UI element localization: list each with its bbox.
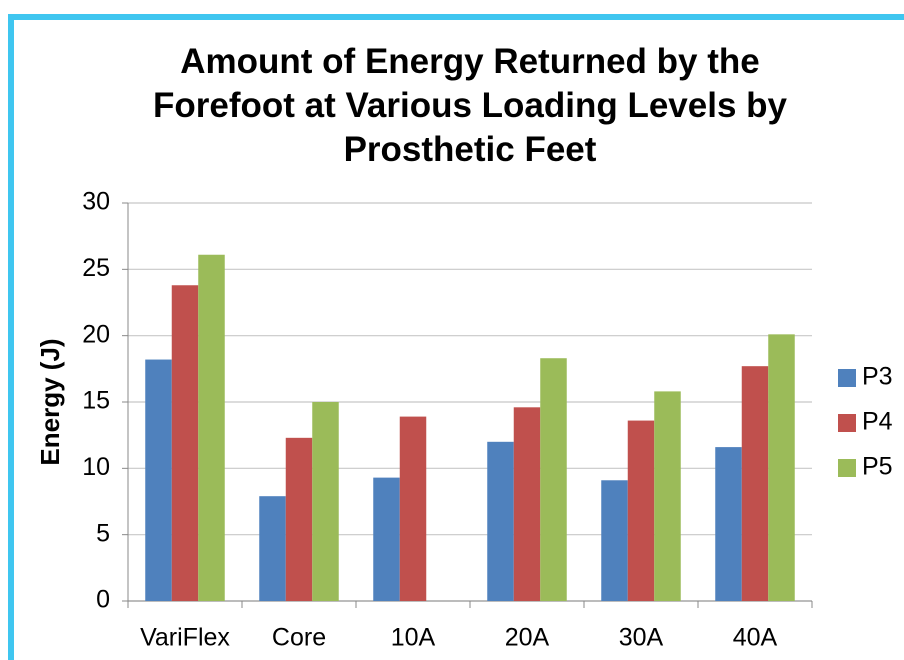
bar (601, 480, 628, 601)
bar (654, 391, 681, 601)
x-tick-label: VariFlex (140, 624, 230, 652)
legend-label: P5 (862, 453, 893, 481)
bar (312, 402, 339, 601)
bar (171, 285, 199, 601)
frame-left (8, 14, 14, 660)
bar (399, 416, 427, 601)
x-tick-label: 20A (505, 624, 550, 652)
legend-swatch (838, 459, 856, 477)
legend-label: P3 (862, 363, 893, 391)
x-tick-label: Core (272, 624, 326, 652)
bar (768, 334, 795, 601)
bar (259, 496, 286, 601)
bar (145, 359, 172, 601)
legend-swatch (838, 369, 856, 387)
y-tick-label: 20 (82, 320, 110, 348)
bar (741, 366, 769, 601)
bar (715, 447, 742, 601)
frame-top (8, 14, 904, 20)
bar (487, 441, 514, 601)
y-tick-label: 25 (82, 254, 110, 282)
x-tick-label: 10A (391, 624, 436, 652)
x-tick-label: 40A (733, 624, 778, 652)
y-axis-label: Energy (J) (35, 338, 65, 465)
y-tick-label: 15 (82, 387, 110, 415)
y-tick-label: 5 (96, 519, 110, 547)
y-tick-label: 10 (82, 453, 110, 481)
bar (373, 477, 400, 601)
chart-title: Amount of Energy Returned by the Forefoo… (153, 42, 787, 169)
bar (540, 358, 567, 601)
bar (627, 420, 655, 601)
bar (285, 437, 313, 601)
legend-label: P4 (862, 408, 893, 436)
bar (198, 254, 225, 602)
y-tick-label: 30 (82, 188, 110, 216)
legend-swatch (838, 414, 856, 432)
bar (513, 407, 541, 601)
y-tick-label: 0 (96, 586, 110, 614)
x-tick-label: 30A (619, 624, 664, 652)
